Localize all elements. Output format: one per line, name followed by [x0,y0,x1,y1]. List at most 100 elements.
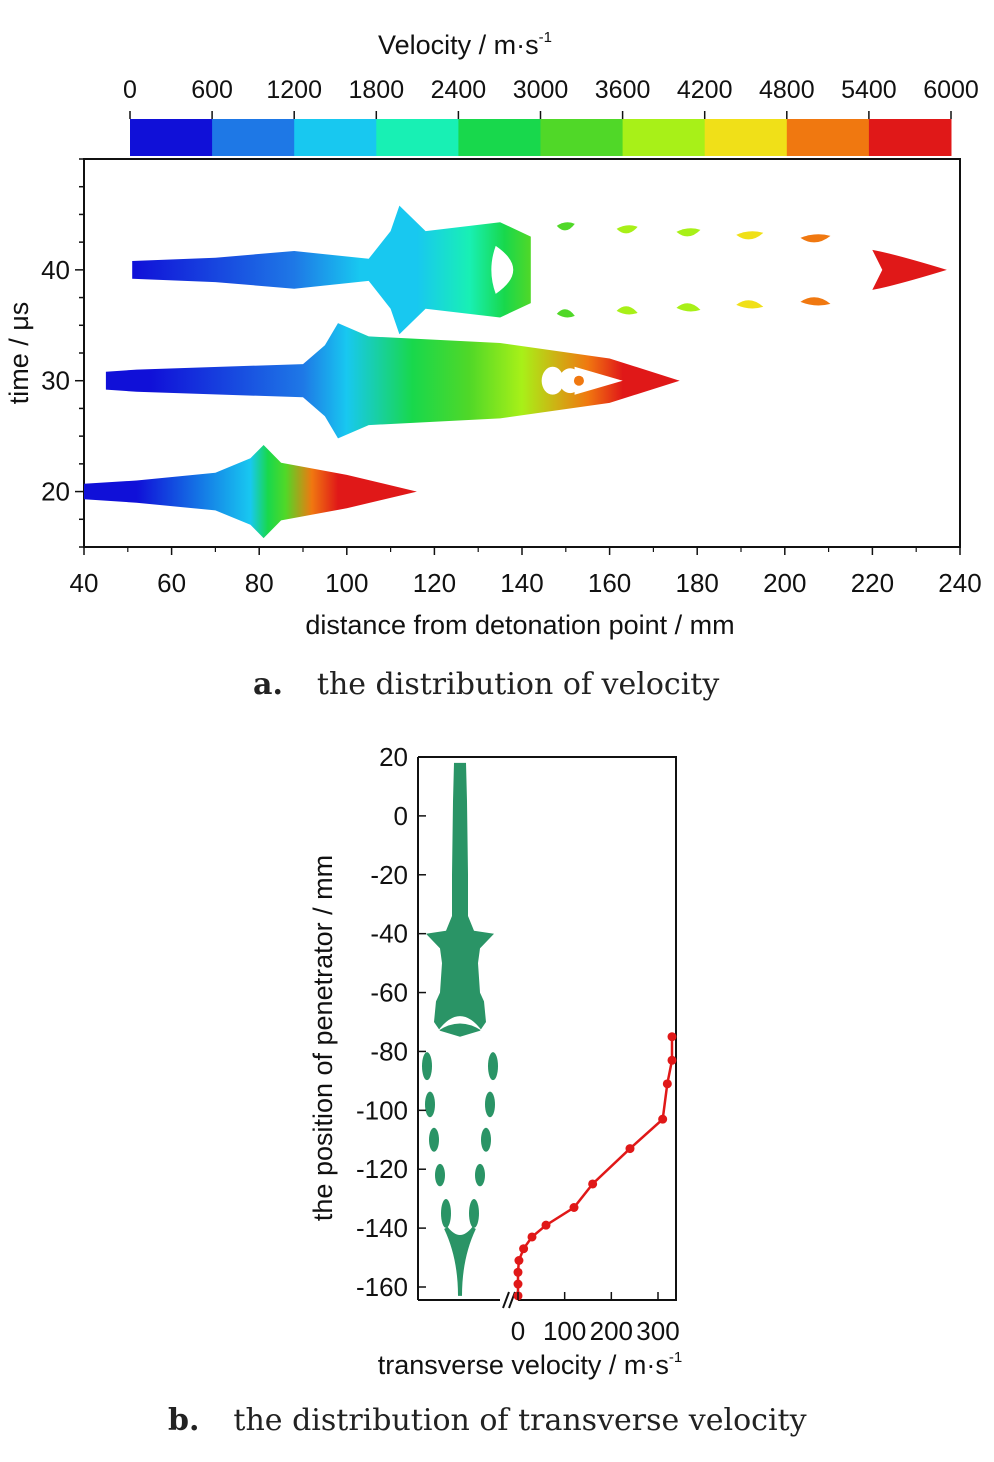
penetrator-fragment [475,1163,485,1187]
colorbar-tick-label: 6000 [923,76,979,104]
y-tick-label: -40 [370,919,408,949]
y-tick-label: -20 [370,860,408,890]
colorbar-swatch [212,119,295,156]
panel-a-y-axis-label: time / μs [4,302,34,405]
colorbar-swatch [704,119,788,156]
colorbar-swatch [622,119,706,156]
jet-void [491,245,514,294]
colorbar-tick-label: 0 [123,76,137,104]
data-point [569,1203,579,1212]
panel-b-y-ticks: 20 0 -20 -40 -60 -80 -100 -120 -140 -160 [356,742,426,1302]
data-point [658,1114,668,1124]
penetrator-fragment [435,1163,445,1187]
data-point [667,1055,677,1065]
x-tick-label: 40 [70,568,99,598]
x-tick-label: 100 [543,1316,586,1346]
x-tick-label: 120 [413,568,456,598]
panel-a: 40 60 80 100 120 140 160 180 200 220 240 20 30 40 di… [4,158,982,640]
data-point [667,1032,677,1042]
colorbar-swatch [540,119,624,156]
colorbar-swatch [786,119,870,156]
jet-fragment [736,300,764,309]
panel-a-y-ticks: 20 30 40 [41,158,84,548]
jet-fragment [676,303,701,312]
x-tick-label: 80 [245,568,274,598]
axis-break-mark [502,1291,516,1309]
jet-fragment [736,231,764,240]
jet-void [541,366,564,395]
colorbar-tick-label: 5400 [841,76,897,104]
y-tick-label: -120 [356,1154,408,1184]
y-tick-label: 0 [394,801,408,831]
jet-body-t30 [105,323,680,439]
colorbar-swatch [294,119,377,156]
transverse-velocity-line [516,1036,674,1296]
colorbar-tick-label: 2400 [431,76,487,104]
jet-core-particle [573,375,584,386]
panel-a-x-axis-label: distance from detonation point / mm [305,610,734,640]
data-point [588,1179,598,1189]
colorbar-swatch [868,119,952,156]
caption-a-text: the distribution of velocity [316,667,720,702]
penetrator-fragment [485,1091,495,1118]
panel-b-plot-frame [417,756,677,1301]
colorbar-tick-label: 1800 [348,76,404,104]
x-tick-label: 60 [157,568,186,598]
data-point [513,1279,523,1289]
penetrator-void [438,1016,482,1031]
colorbar-tick-label: 4800 [759,76,815,104]
jet-void [574,366,623,395]
x-tick-label: 0 [511,1316,525,1346]
data-point [541,1220,551,1230]
x-tick-label: 240 [938,568,981,598]
colorbar-tick-label: 3600 [595,76,651,104]
jet-fragment [800,234,831,243]
penetrator-body [426,762,494,1037]
panel-b-penetrator-silhouette [422,762,498,1296]
colorbar-tick-label: 600 [191,76,233,104]
panel-b-x-axis-label: transverse velocity / m·s-1 [378,1349,682,1380]
jet-fragment [676,228,701,237]
y-tick-label: 30 [41,366,70,396]
jet-body-t40 [132,205,531,335]
data-point [514,1256,524,1265]
caption-a: a. the distribution of velocity [253,667,719,702]
y-tick-label: -60 [370,978,408,1008]
x-tick-label: 140 [500,568,543,598]
panel-a-x-ticks: 40 60 80 100 120 140 160 180 200 220 240 [70,547,982,598]
x-tick-label: 200 [590,1316,633,1346]
jet-fragment [616,225,638,234]
jet-fragment [556,309,575,318]
colorbar: Velocity / m·s-1 0 600 1200 1800 2400 3000 360… [123,29,979,156]
panel-b-x-ticks: 0 100 200 300 [511,1292,680,1346]
y-tick-label: -140 [356,1213,408,1243]
penetrator-fragment [425,1091,435,1118]
x-tick-label: 220 [851,568,894,598]
x-tick-label: 100 [325,568,368,598]
data-point [527,1232,537,1242]
jet-body-t20 [84,445,417,539]
panel-a-jets [84,205,947,539]
penetrator-tip [444,1226,476,1296]
y-tick-label: 40 [41,255,70,285]
colorbar-tick-label: 3000 [513,76,569,104]
jet-fragment [616,306,638,315]
colorbar-title: Velocity / m·s-1 [378,29,552,60]
data-point [625,1144,635,1154]
y-tick-label: 20 [41,477,70,507]
y-tick-label: -80 [370,1036,408,1066]
penetrator-fragment [481,1127,491,1152]
caption-b-text: the distribution of transverse velocity [233,1403,807,1438]
data-point [513,1267,523,1277]
panel-b: 0 100 200 300 200-20-40-60-80-100-120-140-1… [308,742,682,1380]
x-tick-label: 300 [636,1316,679,1346]
jet-fragment [556,222,575,231]
caption-a-letter: a. [253,667,283,702]
colorbar-tick-labels: 0 600 1200 1800 2400 3000 3600 4200 4800 5400 6000 [123,76,979,119]
jet-fragment [800,297,831,306]
colorbar-swatches [130,119,952,156]
penetrator-fragment [441,1198,451,1228]
penetrator-fragment [429,1127,439,1152]
data-point [662,1079,672,1089]
